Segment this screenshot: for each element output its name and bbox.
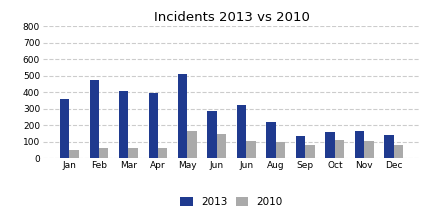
Bar bbox=[384, 135, 394, 158]
Bar bbox=[178, 74, 187, 158]
Bar bbox=[187, 131, 197, 158]
Bar bbox=[305, 145, 315, 158]
Bar bbox=[158, 148, 167, 158]
Bar bbox=[335, 140, 344, 158]
Bar bbox=[237, 105, 246, 158]
Bar bbox=[364, 141, 374, 158]
Bar bbox=[326, 132, 335, 158]
Title: Incidents 2013 vs 2010: Incidents 2013 vs 2010 bbox=[154, 11, 310, 24]
Bar bbox=[90, 80, 99, 158]
Bar bbox=[148, 93, 158, 158]
Bar bbox=[355, 131, 364, 158]
Bar bbox=[69, 150, 79, 158]
Bar bbox=[119, 91, 128, 158]
Bar bbox=[296, 136, 305, 158]
Bar bbox=[246, 141, 256, 158]
Bar bbox=[128, 148, 138, 158]
Bar bbox=[217, 134, 227, 158]
Bar bbox=[99, 148, 109, 158]
Bar bbox=[208, 111, 217, 158]
Bar bbox=[394, 145, 403, 158]
Bar bbox=[60, 99, 69, 158]
Legend: 2013, 2010: 2013, 2010 bbox=[176, 193, 287, 211]
Bar bbox=[266, 122, 276, 158]
Bar bbox=[276, 142, 285, 158]
